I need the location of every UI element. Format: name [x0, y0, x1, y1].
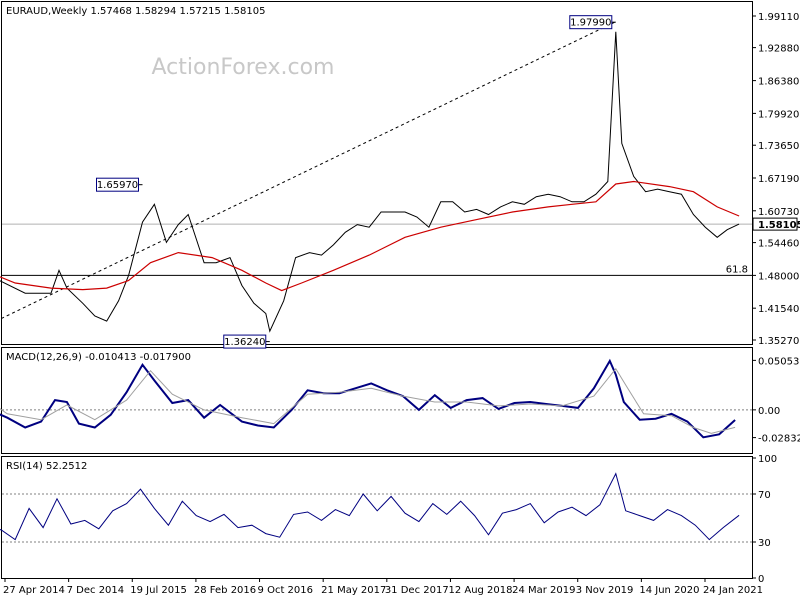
y-tick-label: 1.41540 — [758, 304, 799, 315]
y-tick-label: 1.73650 — [758, 141, 799, 152]
x-tick-label: 24 Mar 2019 — [512, 585, 575, 596]
x-tick-label: 27 Apr 2014 — [3, 585, 65, 596]
current-price-label: 1.58105 — [758, 220, 800, 231]
x-tick-label: 31 Dec 2017 — [385, 585, 449, 596]
callout-label: 1.65970 — [97, 180, 138, 191]
price-panel-frame — [2, 2, 753, 345]
y-tick-label: 0 — [758, 574, 764, 585]
x-tick-label: 19 Jul 2015 — [130, 585, 187, 596]
y-tick-label: 30 — [758, 538, 771, 549]
y-tick-label: 1.67190 — [758, 174, 799, 185]
y-tick-label: 100 — [758, 454, 777, 465]
y-tick-label: 0.00 — [758, 406, 780, 417]
rsi-panel-frame — [2, 457, 753, 579]
y-tick-label: 1.99110 — [758, 12, 799, 23]
macd-panel-frame — [2, 348, 753, 454]
watermark: ActionForex.com — [152, 55, 335, 80]
y-tick-label: 1.48000 — [758, 271, 799, 282]
price-panel-title: EURAUD,Weekly 1.57468 1.58294 1.57215 1.… — [6, 6, 265, 17]
y-tick-label: 1.60730 — [758, 207, 799, 218]
y-tick-label: 1.92880 — [758, 44, 799, 55]
x-tick-label: 21 May 2017 — [321, 585, 386, 596]
rsi-panel-title: RSI(14) 52.2512 — [6, 461, 87, 472]
x-tick-label: 9 Oct 2016 — [258, 585, 313, 596]
x-tick-label: 14 Jun 2020 — [639, 585, 699, 596]
y-tick-label: 1.35270 — [758, 336, 799, 347]
y-tick-label: 1.79920 — [758, 109, 799, 120]
callout-label: 1.97990 — [570, 18, 611, 29]
x-tick-label: 7 Dec 2014 — [67, 585, 125, 596]
y-tick-label: 70 — [758, 490, 771, 501]
y-tick-label: 1.86380 — [758, 77, 799, 88]
y-tick-label: 1.54460 — [758, 239, 799, 250]
x-tick-label: 24 Jan 2021 — [703, 585, 763, 596]
callout-label: 1.36240 — [224, 337, 265, 348]
y-tick-label: -0.028323 — [758, 434, 800, 445]
y-tick-label: 0.05053 — [758, 356, 799, 367]
x-tick-label: 3 Nov 2019 — [576, 585, 634, 596]
x-tick-label: 12 Aug 2018 — [448, 585, 512, 596]
fib-level-label: 61.8 — [726, 264, 748, 275]
x-tick-label: 28 Feb 2016 — [194, 585, 256, 596]
macd-panel-title: MACD(12,26,9) -0.010413 -0.017900 — [6, 352, 191, 363]
